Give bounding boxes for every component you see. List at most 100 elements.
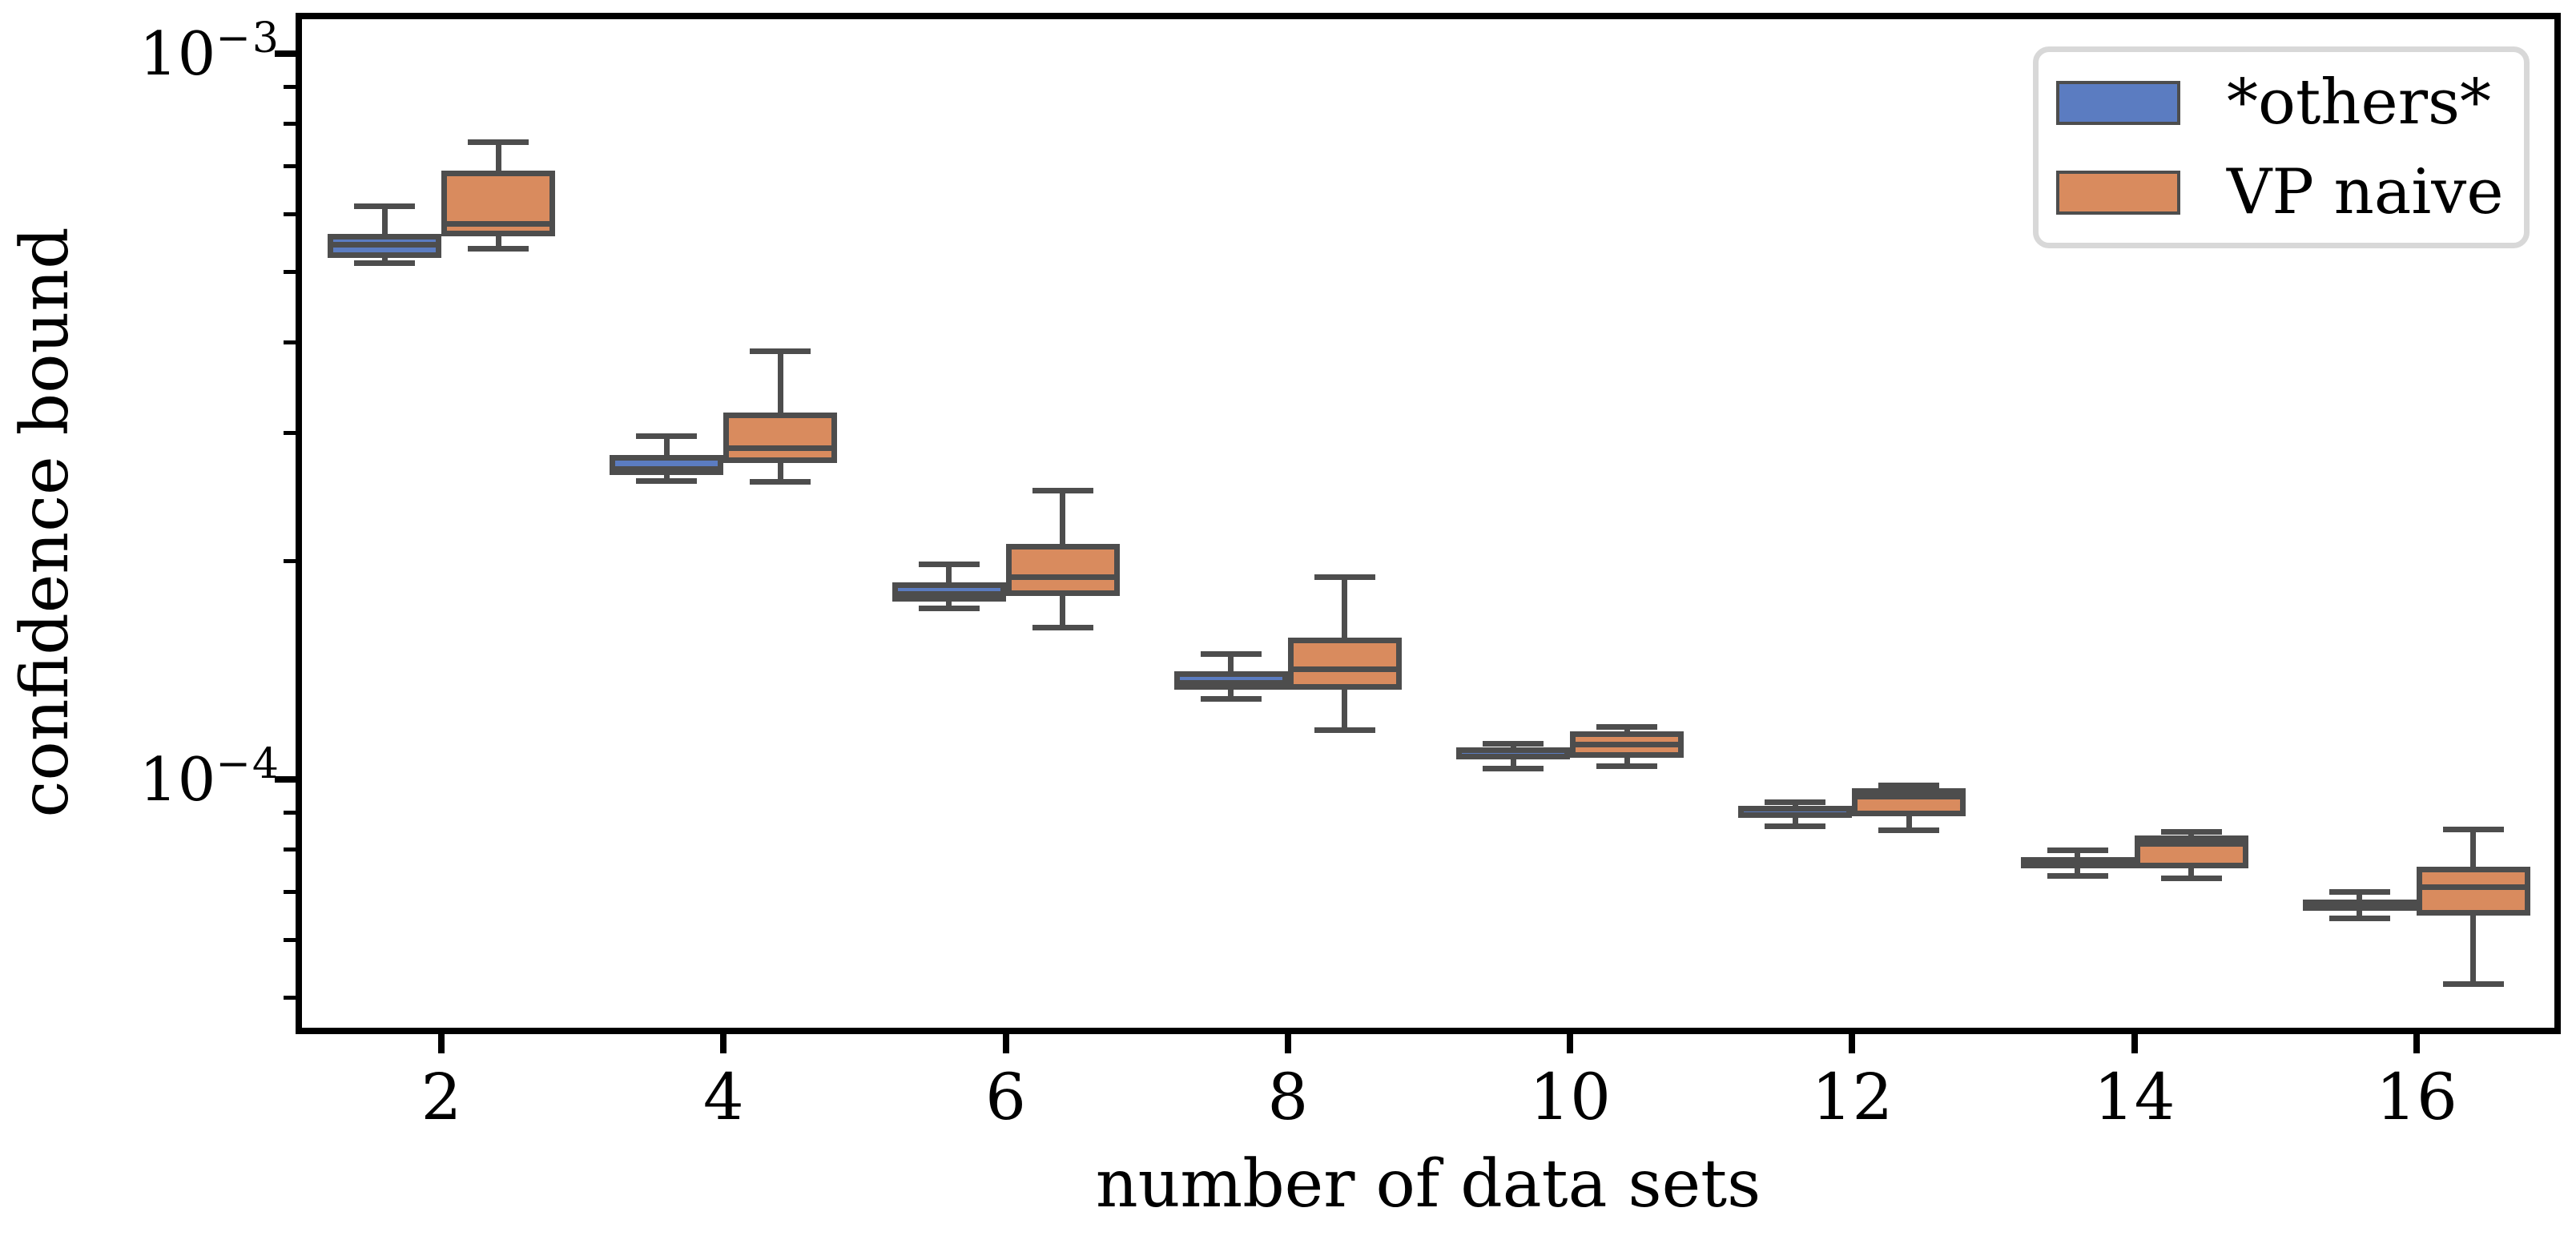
y-tick-exponent: −4 bbox=[215, 740, 280, 789]
box-vp-naive-x16 bbox=[2416, 867, 2530, 916]
legend-entry-others: *others* bbox=[2056, 71, 2524, 134]
x-major-tick bbox=[1284, 1034, 1291, 1053]
y-minor-tick bbox=[284, 431, 296, 436]
x-major-tick bbox=[2413, 1034, 2420, 1053]
whisker-cap-lower-others-x10 bbox=[1483, 766, 1544, 772]
whisker-cap-lower-others-x16 bbox=[2328, 916, 2390, 922]
whisker-cap-lower-others-x12 bbox=[1765, 823, 1826, 830]
x-major-tick bbox=[1002, 1034, 1009, 1053]
whisker-lower-others-x16 bbox=[2357, 905, 2363, 919]
whisker-lower-vp-naive-x4 bbox=[777, 457, 783, 482]
whisker-lower-vp-naive-x16 bbox=[2470, 910, 2477, 984]
y-minor-tick bbox=[284, 122, 296, 127]
whisker-cap-lower-vp-naive-x16 bbox=[2442, 980, 2504, 987]
whisker-upper-others-x6 bbox=[946, 564, 952, 588]
whisker-lower-vp-naive-x10 bbox=[1624, 752, 1630, 767]
legend-swatch-others bbox=[2056, 80, 2180, 125]
x-major-tick bbox=[1849, 1034, 1856, 1053]
median-others-x14 bbox=[2023, 860, 2131, 867]
y-minor-tick bbox=[284, 84, 296, 89]
median-vp-naive-x12 bbox=[1855, 794, 1963, 800]
median-others-x2 bbox=[331, 242, 438, 248]
median-others-x12 bbox=[1741, 812, 1849, 819]
x-major-tick bbox=[720, 1034, 727, 1053]
y-major-tick bbox=[275, 50, 296, 57]
y-axis-title: confidence bound bbox=[7, 227, 83, 818]
whisker-lower-others-x10 bbox=[1510, 753, 1516, 769]
whisker-upper-others-x2 bbox=[381, 206, 388, 240]
whisker-lower-vp-naive-x14 bbox=[2188, 863, 2195, 879]
y-tick-base: 10 bbox=[139, 744, 216, 815]
whisker-cap-lower-vp-naive-x10 bbox=[1596, 763, 1658, 770]
whisker-cap-lower-others-x4 bbox=[636, 477, 698, 484]
whisker-cap-lower-others-x14 bbox=[2047, 872, 2108, 879]
legend-label-others: *others* bbox=[2227, 66, 2492, 139]
whisker-cap-lower-vp-naive-x6 bbox=[1032, 624, 1093, 630]
whisker-cap-lower-vp-naive-x2 bbox=[468, 245, 529, 252]
median-others-x8 bbox=[1177, 679, 1285, 686]
whisker-cap-upper-vp-naive-x8 bbox=[1314, 574, 1375, 580]
whisker-upper-vp-naive-x8 bbox=[1342, 577, 1348, 643]
box-vp-naive-x8 bbox=[1287, 637, 1402, 690]
whisker-cap-upper-vp-naive-x14 bbox=[2160, 829, 2222, 835]
whisker-cap-upper-others-x8 bbox=[1200, 650, 1262, 657]
median-others-x4 bbox=[613, 465, 721, 472]
whisker-lower-others-x4 bbox=[663, 469, 670, 481]
x-tick-label-10: 10 bbox=[1529, 1060, 1612, 1134]
median-vp-naive-x16 bbox=[2419, 884, 2527, 890]
x-major-tick bbox=[2131, 1034, 2138, 1053]
whisker-upper-others-x8 bbox=[1228, 654, 1234, 677]
whisker-cap-lower-others-x6 bbox=[918, 606, 980, 612]
y-major-tick bbox=[275, 776, 296, 783]
x-tick-label-4: 4 bbox=[702, 1060, 744, 1134]
whisker-upper-vp-naive-x4 bbox=[777, 351, 783, 419]
whisker-lower-others-x8 bbox=[1228, 683, 1234, 699]
box-vp-naive-x6 bbox=[1005, 544, 1120, 596]
plot-area-frame bbox=[296, 13, 2561, 1034]
y-tick-base: 10 bbox=[139, 18, 216, 90]
y-minor-tick bbox=[284, 340, 296, 345]
whisker-cap-upper-others-x12 bbox=[1765, 799, 1826, 805]
x-tick-label-14: 14 bbox=[2093, 1060, 2176, 1134]
x-tick-label-16: 16 bbox=[2376, 1060, 2457, 1134]
median-vp-naive-x4 bbox=[727, 445, 835, 452]
median-others-x10 bbox=[1459, 753, 1568, 759]
median-vp-naive-x2 bbox=[445, 221, 552, 227]
whisker-cap-lower-vp-naive-x14 bbox=[2160, 876, 2222, 882]
x-tick-label-2: 2 bbox=[421, 1060, 462, 1134]
whisker-cap-lower-others-x8 bbox=[1200, 696, 1262, 703]
y-minor-tick bbox=[284, 889, 296, 894]
legend-label-vp-naive: VP naive bbox=[2227, 156, 2504, 228]
whisker-cap-upper-others-x6 bbox=[918, 561, 980, 567]
whisker-cap-upper-others-x14 bbox=[2047, 847, 2108, 854]
median-vp-naive-x14 bbox=[2137, 840, 2245, 847]
x-tick-label-12: 12 bbox=[1811, 1060, 1894, 1134]
whisker-cap-lower-vp-naive-x4 bbox=[750, 479, 811, 485]
box-vp-naive-x4 bbox=[723, 413, 838, 463]
x-major-tick bbox=[438, 1034, 445, 1053]
legend-swatch-vp-naive bbox=[2056, 170, 2180, 215]
whisker-cap-lower-vp-naive-x8 bbox=[1314, 727, 1375, 733]
whisker-cap-upper-others-x16 bbox=[2328, 889, 2390, 896]
whisker-lower-others-x14 bbox=[2075, 861, 2081, 876]
whisker-lower-vp-naive-x2 bbox=[495, 231, 501, 249]
whisker-upper-vp-naive-x6 bbox=[1060, 490, 1066, 550]
y-minor-tick bbox=[284, 847, 296, 852]
whisker-cap-upper-vp-naive-x16 bbox=[2442, 826, 2504, 832]
whisker-cap-upper-vp-naive-x4 bbox=[750, 348, 811, 354]
whisker-lower-others-x6 bbox=[946, 595, 952, 609]
whisker-cap-upper-vp-naive-x10 bbox=[1596, 724, 1658, 731]
whisker-upper-vp-naive-x2 bbox=[495, 142, 501, 176]
whisker-cap-upper-vp-naive-x6 bbox=[1032, 487, 1093, 493]
median-vp-naive-x10 bbox=[1573, 741, 1681, 747]
whisker-upper-others-x14 bbox=[2075, 850, 2081, 863]
whisker-lower-vp-naive-x12 bbox=[1906, 810, 1912, 830]
whisker-cap-upper-others-x4 bbox=[636, 433, 698, 440]
box-others-x4 bbox=[610, 454, 724, 475]
y-tick-label: 10−3 bbox=[48, 18, 280, 84]
whisker-lower-vp-naive-x8 bbox=[1342, 683, 1348, 731]
median-vp-naive-x8 bbox=[1290, 666, 1399, 672]
y-minor-tick bbox=[284, 270, 296, 275]
whisker-upper-others-x4 bbox=[663, 436, 670, 461]
